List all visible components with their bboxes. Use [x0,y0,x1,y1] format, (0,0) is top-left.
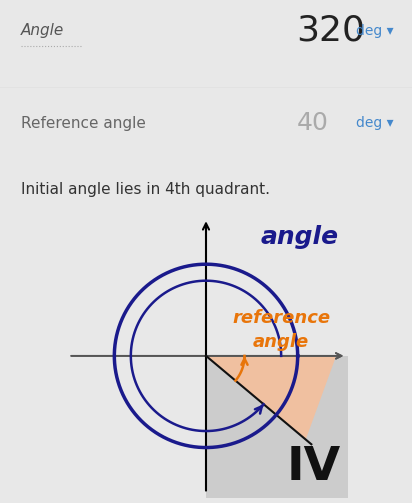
Text: 320: 320 [297,14,365,48]
Polygon shape [206,356,348,498]
Text: IV: IV [287,445,341,490]
Text: Angle: Angle [21,23,64,38]
Text: deg ▾: deg ▾ [356,24,394,38]
Text: angle: angle [260,225,339,248]
Text: reference
angle: reference angle [232,309,330,351]
Text: Reference angle: Reference angle [21,116,145,131]
Text: 40: 40 [297,111,328,135]
Polygon shape [206,356,336,440]
Text: deg ▾: deg ▾ [356,116,394,130]
Text: Initial angle lies in 4th quadrant.: Initial angle lies in 4th quadrant. [21,183,269,197]
